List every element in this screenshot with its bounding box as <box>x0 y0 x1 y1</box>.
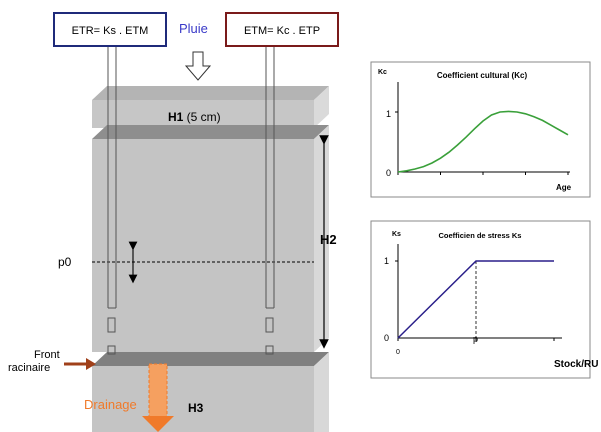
ks-xlabel: Stock/RU <box>554 359 598 370</box>
drainage-label: Drainage <box>84 397 137 412</box>
rain-label: Pluie <box>179 21 208 36</box>
layer-h1: H1 (5 cm) <box>92 86 329 128</box>
etr-formula-text: ETR= Ks . ETM <box>72 25 149 37</box>
ks-ylabel: Ks <box>392 231 401 238</box>
layer-h1-front <box>92 100 314 128</box>
ks-xtick-0: 0 <box>396 349 400 356</box>
etr-formula-box: ETR= Ks . ETM <box>53 12 167 47</box>
ks-chart-frame <box>370 220 591 379</box>
layer-h3-top-face <box>92 352 329 366</box>
layer-h3-label: H3 <box>188 401 204 415</box>
layer-h3-side <box>314 352 329 432</box>
layer-h2-front <box>92 139 314 352</box>
layer-h3-front <box>92 366 314 432</box>
kc-xlabel: Age <box>556 183 572 192</box>
kc-chart: Coefficient cultural (Kc) Kc 1 0 Age <box>370 61 591 198</box>
root-front-label-line2: racinaire <box>8 362 50 374</box>
layer-h3: H3 <box>92 352 329 432</box>
layer-h2-label: H2 <box>320 232 337 247</box>
ks-chart-title: Coefficien de stress Ks <box>439 231 522 240</box>
layer-h1-label: H1 (5 cm) <box>168 110 221 124</box>
p0-label: p0 <box>58 255 72 269</box>
kc-chart-title: Coefficient cultural (Kc) <box>437 71 528 80</box>
ks-plot-area <box>395 244 562 341</box>
kc-plot-area <box>395 82 570 175</box>
layer-h1-side <box>314 86 329 128</box>
etm-formula-text: ETM= Kc . ETP <box>244 25 320 37</box>
ks-series-line-0 <box>397 260 554 339</box>
layer-h2: H2 <box>92 125 337 352</box>
layer-h2-top-face <box>92 125 329 139</box>
root-front-label-line1: Front <box>34 349 60 361</box>
rain-arrow <box>184 51 212 81</box>
kc-ytick-0: 0 <box>386 168 391 178</box>
kc-chart-frame <box>370 61 591 198</box>
layer-h1-top-face <box>92 86 329 100</box>
drainage-arrow <box>142 363 174 432</box>
kc-ylabel: Kc <box>378 69 387 76</box>
etm-formula-box: ETM= Kc . ETP <box>225 12 339 47</box>
ks-ytick-0: 0 <box>384 333 389 343</box>
ks-ytick-1: 1 <box>384 256 389 266</box>
ks-chart: Coefficien de stress Ks Ks 1 0 0 p Stock… <box>370 220 598 379</box>
kc-ytick-1: 1 <box>386 109 391 119</box>
kc-series-line-0 <box>397 110 569 173</box>
root-front-arrowhead <box>86 358 96 370</box>
